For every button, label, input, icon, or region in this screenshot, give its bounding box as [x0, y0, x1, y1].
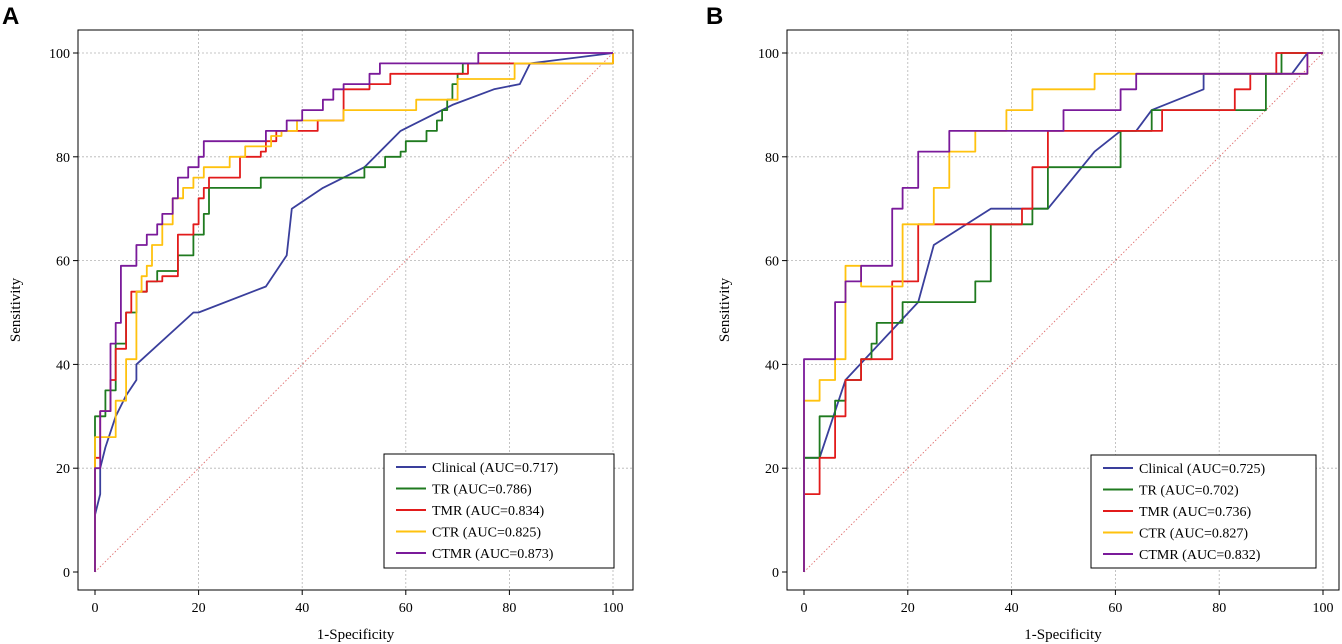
legend-label-tr: TR (AUC=0.786)	[432, 483, 532, 498]
y-tick-label: 80	[765, 151, 779, 166]
legend-label-tmr: TMR (AUC=0.736)	[1139, 505, 1251, 520]
x-tick-label: 80	[1212, 601, 1226, 616]
x-tick-label: 40	[295, 601, 309, 616]
y-axis-title: Sensitivity	[8, 277, 24, 342]
legend-label-tmr: TMR (AUC=0.834)	[432, 504, 544, 519]
plot-frame	[786, 29, 1340, 591]
y-tick-label: 20	[56, 462, 70, 477]
y-tick-label: 100	[758, 47, 779, 62]
legend-label-tr: TR (AUC=0.702)	[1139, 484, 1239, 499]
roc-line-ctr	[803, 52, 1323, 572]
x-tick-label: 80	[502, 601, 516, 616]
y-tick-label: 80	[56, 151, 70, 166]
x-tick-label: 0	[92, 601, 99, 616]
x-tick-label: 100	[603, 601, 624, 616]
y-axis-title: Sensitivity	[717, 277, 733, 342]
panel-a: A 0 20 40 60 80 100 0 20 40 60 80 100 1-Specificity Se…	[2, 3, 634, 643]
y-tick-label: 100	[49, 47, 70, 62]
y-tick-label: 40	[765, 358, 779, 373]
x-tick-label: 60	[399, 601, 413, 616]
legend-label-clinical: Clinical (AUC=0.725)	[1139, 462, 1265, 477]
roc-line-clinical	[94, 52, 614, 572]
y-tick-label: 20	[765, 462, 779, 477]
legend-label-ctmr: CTMR (AUC=0.873)	[432, 547, 554, 562]
roc-line-ctr	[94, 53, 614, 572]
plot-frame	[77, 29, 634, 591]
y-tick-label: 40	[56, 358, 70, 373]
x-tick-label: 60	[1108, 601, 1122, 616]
roc-line-ctmr	[94, 52, 613, 572]
y-tick-label: 60	[56, 255, 70, 270]
x-tick-label: 40	[1005, 601, 1019, 616]
panel-b: B 0 20 40 60 80 100 0 20 40 60 80 100 1-Specificity Se…	[706, 3, 1340, 643]
legend-label-ctr: CTR (AUC=0.825)	[432, 526, 541, 541]
x-tick-label: 100	[1313, 601, 1334, 616]
legend-label-clinical: Clinical (AUC=0.717)	[432, 461, 558, 476]
panel-letter: A	[2, 3, 19, 30]
roc-line-tmr	[803, 52, 1323, 572]
x-axis-title: 1-Specificity	[1024, 627, 1102, 643]
roc-line-tmr	[94, 53, 614, 572]
legend: Clinical (AUC=0.725) TR (AUC=0.702) TMR (A…	[1090, 454, 1317, 569]
y-tick-label: 0	[63, 566, 70, 581]
legend-label-ctr: CTR (AUC=0.827)	[1139, 527, 1248, 542]
panel-letter: B	[706, 3, 723, 30]
x-tick-label: 20	[192, 601, 206, 616]
x-tick-label: 20	[901, 601, 915, 616]
x-axis-title: 1-Specificity	[317, 627, 395, 643]
roc-line-tr	[803, 52, 1323, 572]
y-tick-label: 60	[765, 255, 779, 270]
legend-label-ctmr: CTMR (AUC=0.832)	[1139, 548, 1261, 563]
y-tick-label: 0	[772, 566, 779, 581]
legend: Clinical (AUC=0.717) TR (AUC=0.786) TMR (A…	[383, 453, 615, 569]
x-tick-label: 0	[801, 601, 808, 616]
roc-line-ctmr	[803, 52, 1323, 572]
